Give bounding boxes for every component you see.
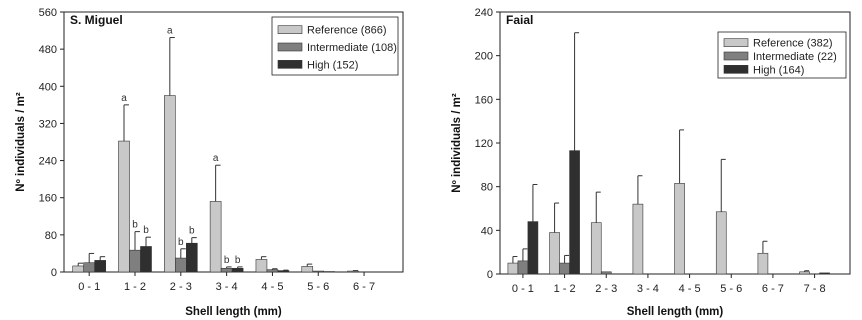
bar-reference <box>590 222 602 275</box>
bar-intermediate <box>517 260 529 275</box>
legend-swatch-intermediate <box>277 42 303 52</box>
bar-intermediate <box>559 262 570 275</box>
legend-label-intermediate: Intermediate (22) <box>753 51 837 63</box>
bar-high <box>819 272 830 275</box>
bar-high <box>186 242 198 273</box>
significance-label: b <box>189 226 195 237</box>
legend-label-reference: Reference (382) <box>753 38 833 50</box>
legend-swatch-intermediate <box>723 51 749 61</box>
x-tick-label: 7 - 8 <box>804 283 826 295</box>
y-tick-label: 320 <box>39 118 57 130</box>
bar-intermediate <box>600 271 612 275</box>
bar-intermediate <box>129 249 141 273</box>
x-tick-label: 2 - 3 <box>595 283 617 295</box>
legend-swatch-high <box>723 65 749 74</box>
bar-intermediate <box>220 267 233 273</box>
x-tick-label: 1 - 2 <box>554 283 576 295</box>
legend: Reference (866) Intermediate (108) High … <box>271 16 399 76</box>
y-axis-label: Nº individuals / m² <box>15 92 27 192</box>
bar-reference <box>507 262 519 275</box>
bar-reference <box>209 201 222 273</box>
bar-reference <box>72 265 84 273</box>
significance-label: a <box>167 26 173 37</box>
significance-label: a <box>213 153 219 164</box>
bar-reference <box>799 271 810 275</box>
x-tick-label: 4 - 5 <box>679 283 701 295</box>
y-tick-label: 160 <box>475 94 493 106</box>
y-tick-label: 400 <box>39 81 57 93</box>
legend-swatch-high <box>277 60 303 69</box>
y-tick-label: 80 <box>45 230 57 242</box>
legend: Reference (382) Intermediate (22) High (… <box>717 31 847 79</box>
bar-high <box>527 221 539 275</box>
x-tick-label: 4 - 5 <box>261 281 283 293</box>
legend-label-intermediate: Intermediate (108) <box>307 42 397 54</box>
significance-label: b <box>224 255 230 266</box>
legend-swatch-reference <box>723 38 749 47</box>
bar-intermediate <box>175 257 187 273</box>
legend-label-high: High (152) <box>307 59 358 71</box>
legend-swatch-reference <box>277 25 303 34</box>
bar-reference <box>757 252 769 275</box>
chart-marks: 0 40 80 120 160 200 240 0 - 1 1 - 2 2 - 3 3 - 4 4 -… <box>475 7 830 295</box>
y-tick-label: 160 <box>39 193 57 205</box>
x-axis-label: Shell length (mm) <box>185 306 282 318</box>
x-tick-label: 5 - 6 <box>307 281 329 293</box>
x-tick-label: 3 - 4 <box>637 283 659 295</box>
y-tick-label: 240 <box>39 156 57 168</box>
y-tick-label: 240 <box>475 7 493 19</box>
significance-label: b <box>143 225 149 236</box>
y-tick-label: 80 <box>481 182 493 194</box>
bar-reference <box>118 140 130 273</box>
bar-high <box>140 246 152 273</box>
y-tick-label: 0 <box>487 269 493 281</box>
bar-high <box>231 267 244 273</box>
bar-reference <box>255 259 268 273</box>
chart-panel-s-miguel: S. Miguel Shell length (mm) Nº individua… <box>15 7 404 318</box>
significance-label: b <box>132 220 138 231</box>
bar-intermediate <box>83 262 95 273</box>
y-axis-label: Nº individuals / m² <box>451 93 463 193</box>
bar-high <box>94 260 106 273</box>
chart-title: Faial <box>506 13 533 27</box>
bar-intermediate <box>266 269 279 273</box>
x-tick-label: 5 - 6 <box>720 283 742 295</box>
x-tick-label: 6 - 7 <box>353 281 375 293</box>
x-tick-label: 1 - 2 <box>124 281 146 293</box>
bar-reference <box>347 270 359 273</box>
bar-reference <box>632 203 644 275</box>
bar-intermediate <box>312 270 325 273</box>
y-tick-label: 480 <box>39 44 57 56</box>
bar-reference <box>301 266 314 273</box>
chart-panel-faial: Faial Shell length (mm) Nº individuals /… <box>451 7 851 318</box>
x-tick-label: 3 - 4 <box>216 281 238 293</box>
bar-reference <box>715 211 727 275</box>
legend-label-reference: Reference (866) <box>307 25 387 37</box>
bar-reference <box>164 95 176 273</box>
x-axis-label: Shell length (mm) <box>627 306 724 318</box>
y-tick-label: 200 <box>475 51 493 63</box>
significance-label: b <box>178 237 184 248</box>
y-tick-label: 0 <box>51 267 57 279</box>
bar-high <box>277 270 290 273</box>
legend-label-high: High (164) <box>753 64 804 76</box>
y-tick-label: 560 <box>39 7 57 19</box>
chart-title: S. Miguel <box>70 13 123 27</box>
bar-high <box>569 150 580 275</box>
x-tick-label: 0 - 1 <box>78 281 100 293</box>
bar-reference <box>674 183 685 275</box>
y-tick-label: 40 <box>481 225 493 237</box>
significance-label: b <box>235 255 241 266</box>
x-tick-label: 0 - 1 <box>512 283 534 295</box>
x-tick-label: 2 - 3 <box>170 281 192 293</box>
y-tick-label: 120 <box>475 138 493 150</box>
x-tick-label: 6 - 7 <box>762 283 784 295</box>
significance-label: a <box>121 93 127 104</box>
bar-reference <box>549 232 560 275</box>
